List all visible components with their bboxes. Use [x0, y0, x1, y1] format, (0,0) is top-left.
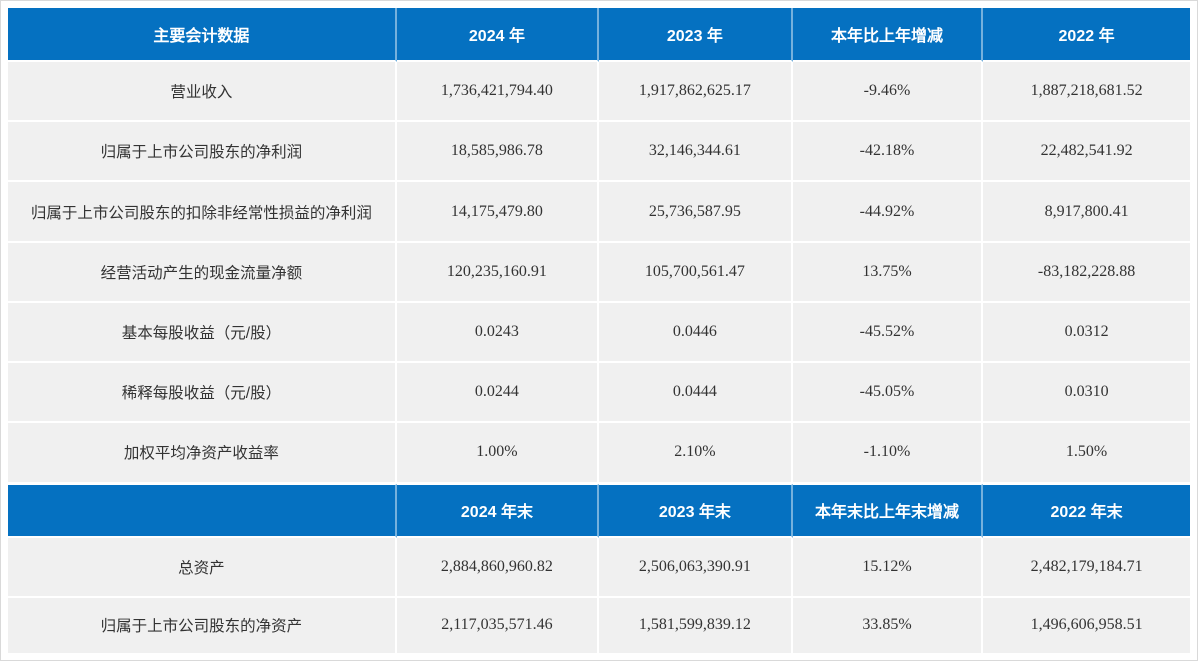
value-change: -45.52% — [792, 302, 984, 364]
header-year-end-change: 本年末比上年末增减 — [792, 483, 984, 538]
table-row-diluted-eps: 稀释每股收益（元/股） 0.0244 0.0444 -45.05% 0.0310 — [8, 363, 1190, 424]
value-2024: 2,884,860,960.82 — [396, 537, 599, 598]
header-2022-end: 2022 年末 — [983, 483, 1190, 538]
row-label: 营业收入 — [8, 62, 397, 123]
value-2023: 32,146,344.61 — [598, 122, 793, 183]
value-2023: 1,917,862,625.17 — [598, 62, 793, 123]
table-row-net-assets: 归属于上市公司股东的净资产 2,117,035,571.46 1,581,599… — [8, 597, 1190, 653]
value-change: 13.75% — [792, 242, 984, 303]
value-2024: 18,585,986.78 — [396, 122, 599, 183]
row-label: 总资产 — [8, 537, 397, 598]
header-2023-end: 2023 年末 — [598, 483, 793, 538]
table-row-net-profit-excl-nonrecurring: 归属于上市公司股东的扣除非经常性损益的净利润 14,175,479.80 25,… — [8, 182, 1190, 243]
key-accounting-data-table-container: 主要会计数据 2024 年 2023 年 本年比上年增减 2022 年 营业收入… — [8, 8, 1190, 653]
value-2022: 2,482,179,184.71 — [983, 537, 1190, 598]
value-2022: 1,496,606,958.51 — [983, 597, 1190, 653]
value-change: 33.85% — [792, 597, 984, 653]
value-2022: 1.50% — [983, 423, 1190, 484]
key-accounting-data-table: 主要会计数据 2024 年 2023 年 本年比上年增减 2022 年 营业收入… — [8, 8, 1190, 653]
header-2022: 2022 年 — [983, 8, 1190, 62]
section1-header-row: 主要会计数据 2024 年 2023 年 本年比上年增减 2022 年 — [8, 8, 1190, 62]
value-2022: 0.0312 — [983, 302, 1190, 364]
value-2022: 1,887,218,681.52 — [983, 62, 1190, 123]
row-label: 基本每股收益（元/股） — [8, 302, 397, 364]
value-2024: 0.0243 — [396, 302, 599, 364]
value-change: -9.46% — [792, 62, 984, 123]
table-row-operating-cash-flow: 经营活动产生的现金流量净额 120,235,160.91 105,700,561… — [8, 242, 1190, 303]
value-change: -1.10% — [792, 423, 984, 484]
table-row-net-profit: 归属于上市公司股东的净利润 18,585,986.78 32,146,344.6… — [8, 122, 1190, 183]
value-change: 15.12% — [792, 537, 984, 598]
value-2022: 8,917,800.41 — [983, 182, 1190, 243]
value-2024: 1.00% — [396, 423, 599, 484]
value-2024: 2,117,035,571.46 — [396, 597, 599, 653]
value-2023: 25,736,587.95 — [598, 182, 793, 243]
value-2023: 0.0446 — [598, 302, 793, 364]
row-label: 归属于上市公司股东的扣除非经常性损益的净利润 — [8, 182, 397, 243]
header-2023: 2023 年 — [598, 8, 793, 62]
header-yoy-change: 本年比上年增减 — [792, 8, 984, 62]
table-row-total-assets: 总资产 2,884,860,960.82 2,506,063,390.91 15… — [8, 537, 1190, 598]
value-2023: 1,581,599,839.12 — [598, 597, 793, 653]
section2-header-row: 2024 年末 2023 年末 本年末比上年末增减 2022 年末 — [8, 483, 1190, 538]
header-2024-end: 2024 年末 — [396, 483, 599, 538]
table-row-weighted-avg-roe: 加权平均净资产收益率 1.00% 2.10% -1.10% 1.50% — [8, 423, 1190, 484]
row-label: 归属于上市公司股东的净利润 — [8, 122, 397, 183]
value-2024: 0.0244 — [396, 363, 599, 424]
row-label: 稀释每股收益（元/股） — [8, 363, 397, 424]
value-change: -45.05% — [792, 363, 984, 424]
value-2023: 2,506,063,390.91 — [598, 537, 793, 598]
header-2024: 2024 年 — [396, 8, 599, 62]
section2-corner-cell — [8, 483, 397, 538]
row-label: 加权平均净资产收益率 — [8, 423, 397, 484]
value-2022: 0.0310 — [983, 363, 1190, 424]
header-main-indicators: 主要会计数据 — [8, 8, 397, 62]
row-label: 经营活动产生的现金流量净额 — [8, 242, 397, 303]
table-row-operating-revenue: 营业收入 1,736,421,794.40 1,917,862,625.17 -… — [8, 62, 1190, 123]
value-2022: -83,182,228.88 — [983, 242, 1190, 303]
value-2023: 0.0444 — [598, 363, 793, 424]
value-change: -42.18% — [792, 122, 984, 183]
value-2023: 105,700,561.47 — [598, 242, 793, 303]
table-row-basic-eps: 基本每股收益（元/股） 0.0243 0.0446 -45.52% 0.0312 — [8, 302, 1190, 364]
value-change: -44.92% — [792, 182, 984, 243]
value-2024: 14,175,479.80 — [396, 182, 599, 243]
value-2024: 1,736,421,794.40 — [396, 62, 599, 123]
value-2024: 120,235,160.91 — [396, 242, 599, 303]
value-2023: 2.10% — [598, 423, 793, 484]
row-label: 归属于上市公司股东的净资产 — [8, 597, 397, 653]
value-2022: 22,482,541.92 — [983, 122, 1190, 183]
